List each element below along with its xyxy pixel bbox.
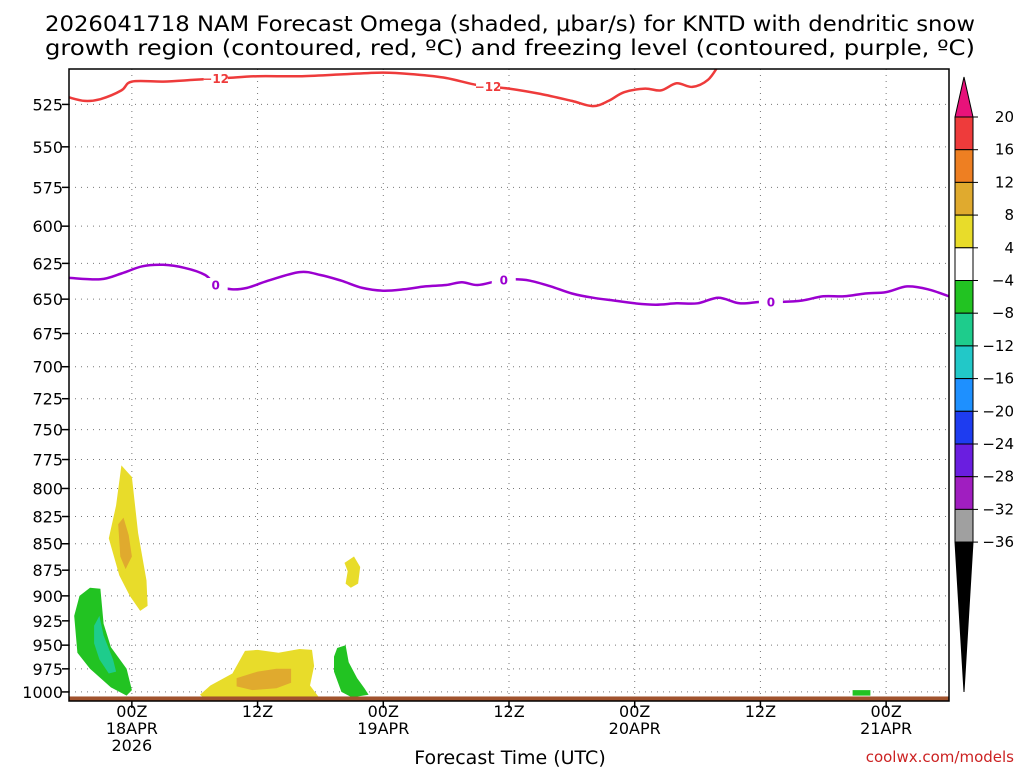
y-tick-label: 775 bbox=[32, 451, 63, 470]
contour-label: 0 bbox=[500, 274, 508, 288]
colorbar-label: −32 bbox=[982, 500, 1014, 518]
colorbar-label: −28 bbox=[982, 468, 1014, 486]
credit-text: coolwx.com/models bbox=[866, 748, 1014, 766]
y-tick-label: 625 bbox=[32, 254, 63, 273]
y-tick-label: 650 bbox=[32, 290, 63, 309]
colorbar-label: −4 bbox=[992, 272, 1014, 290]
contour-label: −12 bbox=[475, 80, 502, 94]
y-tick-label: 725 bbox=[32, 390, 63, 409]
contour-label: 0 bbox=[767, 295, 775, 309]
contour-label-bg bbox=[758, 294, 783, 309]
contour-line bbox=[69, 69, 718, 108]
y-tick-label: 975 bbox=[32, 660, 63, 679]
y-tick-label: 525 bbox=[32, 95, 63, 114]
chart-title-line-2: growth region (contoured, red, ºC) and f… bbox=[45, 36, 975, 60]
colorbar-label: 4 bbox=[1004, 239, 1014, 257]
x-tick-label: 2026 bbox=[111, 736, 152, 755]
contour-layer: −12 −12 0 0 0 bbox=[69, 69, 949, 309]
colorbar-label: 20 bbox=[995, 108, 1014, 126]
colorbar: 20 16 12 8 4 −4 −8 −12 −16 −20 −24 −28 −32 −36 bbox=[954, 76, 1014, 693]
colorbar-segment bbox=[954, 541, 974, 693]
y-tick-label: 1000 bbox=[22, 683, 63, 702]
y-tick-label: 700 bbox=[32, 358, 63, 377]
chart-title-line-1: 2026041718 NAM Forecast Omega (shaded, μ… bbox=[45, 12, 975, 36]
x-tick-label: 00Z bbox=[368, 702, 399, 721]
x-tick-label: 00Z bbox=[619, 702, 650, 721]
colorbar-segment bbox=[954, 214, 974, 249]
x-axis-label: Forecast Time (UTC) bbox=[414, 747, 605, 768]
colorbar-segment bbox=[954, 116, 974, 151]
contour-label-bg bbox=[203, 71, 228, 86]
colorbar-segment bbox=[954, 476, 974, 510]
x-tick-label: 12Z bbox=[493, 702, 524, 721]
y-tick-label: 900 bbox=[32, 587, 63, 606]
colorbar-label: −36 bbox=[982, 533, 1014, 551]
y-axis-ticks: 525 550 575 600 625 650 675 700 725 750 775 800 825 8… bbox=[22, 95, 69, 702]
x-tick-label: 21APR bbox=[860, 719, 912, 738]
contour-label-bg bbox=[203, 278, 228, 293]
contour-label: −12 bbox=[202, 72, 229, 86]
colorbar-segment bbox=[954, 280, 974, 314]
colorbar-segment bbox=[954, 410, 974, 445]
colorbar-segment bbox=[954, 312, 974, 347]
y-tick-label: 675 bbox=[32, 325, 63, 344]
omega-region bbox=[94, 615, 117, 674]
colorbar-label: −16 bbox=[982, 370, 1014, 388]
y-tick-label: 925 bbox=[32, 612, 63, 631]
contour-label-bg bbox=[491, 273, 516, 288]
contour-label: 0 bbox=[211, 279, 219, 293]
x-tick-label: 18APR bbox=[106, 719, 158, 738]
omega-region bbox=[334, 645, 369, 698]
omega-shading bbox=[74, 465, 871, 701]
contour-label-bg bbox=[476, 79, 501, 94]
omega-region bbox=[236, 668, 292, 691]
y-tick-label: 750 bbox=[32, 421, 63, 440]
colorbar-segment bbox=[954, 508, 974, 543]
x-tick-label: 00Z bbox=[870, 702, 901, 721]
colorbar-segment bbox=[954, 149, 974, 183]
colorbar-segment bbox=[954, 247, 974, 282]
y-tick-label: 950 bbox=[32, 636, 63, 655]
colorbar-segment bbox=[954, 378, 974, 412]
colorbar-label: −8 bbox=[992, 304, 1014, 322]
colorbar-segment bbox=[954, 443, 974, 478]
omega-region bbox=[118, 517, 132, 570]
y-tick-label: 825 bbox=[32, 508, 63, 527]
colorbar-segment bbox=[954, 76, 974, 118]
y-tick-label: 600 bbox=[32, 217, 63, 236]
colorbar-segment bbox=[954, 181, 974, 216]
y-tick-label: 850 bbox=[32, 535, 63, 554]
x-tick-label: 00Z bbox=[116, 702, 147, 721]
y-tick-label: 550 bbox=[32, 138, 63, 157]
colorbar-label: −12 bbox=[982, 337, 1014, 355]
colorbar-label: −20 bbox=[982, 402, 1014, 420]
y-tick-label: 875 bbox=[32, 561, 63, 580]
colorbar-label: 12 bbox=[995, 173, 1014, 191]
colorbar-label: 16 bbox=[995, 141, 1014, 159]
y-tick-label: 575 bbox=[32, 178, 63, 197]
x-tick-label: 20APR bbox=[609, 719, 661, 738]
x-tick-label: 12Z bbox=[242, 702, 273, 721]
x-tick-label: 12Z bbox=[745, 702, 776, 721]
omega-region bbox=[852, 690, 871, 696]
terrain-layer bbox=[69, 696, 949, 701]
terrain bbox=[69, 696, 949, 701]
plot-background bbox=[69, 69, 949, 701]
x-tick-label: 19APR bbox=[357, 719, 409, 738]
y-tick-label: 800 bbox=[32, 479, 63, 498]
colorbar-label: −24 bbox=[982, 435, 1014, 453]
omega-region bbox=[344, 556, 361, 588]
colorbar-label: 8 bbox=[1004, 206, 1014, 224]
colorbar-segment bbox=[954, 345, 974, 380]
